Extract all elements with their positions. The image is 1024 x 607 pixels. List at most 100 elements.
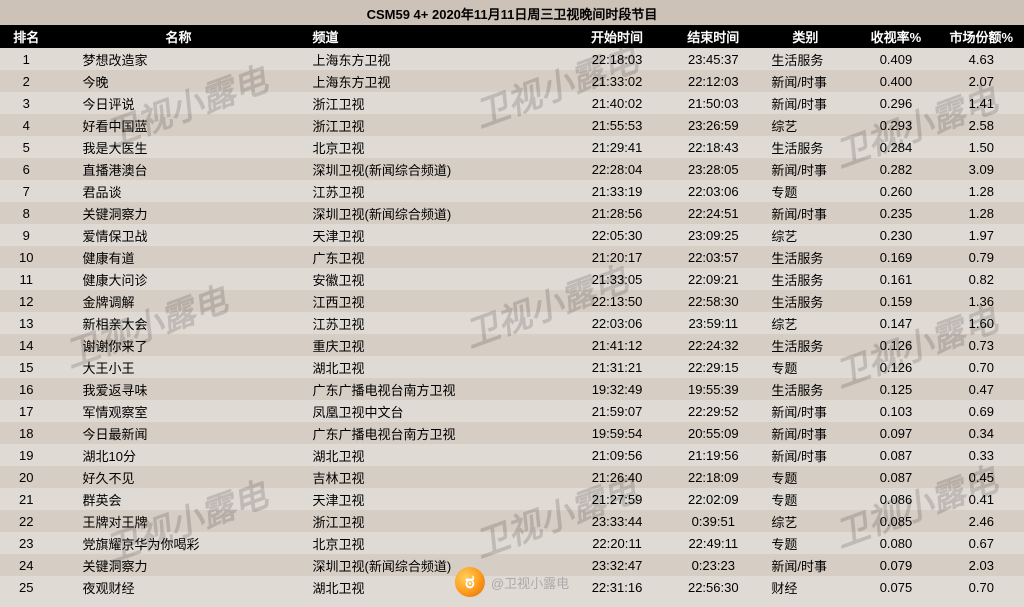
table-cell: 专题 <box>761 488 853 510</box>
table-cell: 0.147 <box>853 312 938 334</box>
table-cell: 0.69 <box>939 400 1024 422</box>
table-cell: 0.47 <box>939 378 1024 400</box>
table-cell: 0.080 <box>853 532 938 554</box>
table-cell: 0.79 <box>939 246 1024 268</box>
table-cell: 谢谢你来了 <box>53 334 309 356</box>
table-row: 4好看中国蓝浙江卫视21:55:5323:26:59综艺0.2932.58 <box>0 114 1024 136</box>
table-cell: 22:49:11 <box>665 532 761 554</box>
col-header: 市场份额% <box>939 25 1024 48</box>
table-cell: 北京卫视 <box>309 532 569 554</box>
table-cell: 11 <box>0 268 53 290</box>
table-cell: 21:27:59 <box>569 488 665 510</box>
table-cell: 22:09:21 <box>665 268 761 290</box>
table-cell: 湖北10分 <box>53 444 309 466</box>
table-cell: 君品谈 <box>53 180 309 202</box>
table-cell: 专题 <box>761 180 853 202</box>
table-cell: 2.07 <box>939 70 1024 92</box>
table-cell: 新闻/时事 <box>761 202 853 224</box>
table-cell: 梦想改造家 <box>53 48 309 70</box>
table-cell: 综艺 <box>761 224 853 246</box>
table-cell: 18 <box>0 422 53 444</box>
table-cell: 3.09 <box>939 158 1024 180</box>
table-cell: 21:31:21 <box>569 356 665 378</box>
table-cell: 0.70 <box>939 356 1024 378</box>
table-cell: 4.63 <box>939 48 1024 70</box>
table-cell: 0.293 <box>853 114 938 136</box>
table-cell: 21:59:07 <box>569 400 665 422</box>
table-cell: 21:26:40 <box>569 466 665 488</box>
table-cell: 21:50:03 <box>665 92 761 114</box>
table-cell: 2.46 <box>939 510 1024 532</box>
table-cell: 19 <box>0 444 53 466</box>
table-cell: 直播港澳台 <box>53 158 309 180</box>
table-cell: 0.230 <box>853 224 938 246</box>
table-cell: 江苏卫视 <box>309 312 569 334</box>
table-row: 15大王小王湖北卫视21:31:2122:29:15专题0.1260.70 <box>0 356 1024 378</box>
table-cell: 0.126 <box>853 334 938 356</box>
table-cell: 生活服务 <box>761 378 853 400</box>
table-cell: 湖北卫视 <box>309 356 569 378</box>
table-cell: 22:29:15 <box>665 356 761 378</box>
table-cell: 新闻/时事 <box>761 444 853 466</box>
table-cell: 生活服务 <box>761 268 853 290</box>
table-cell: 22 <box>0 510 53 532</box>
table-cell: 好看中国蓝 <box>53 114 309 136</box>
table-cell: 0.079 <box>853 554 938 576</box>
table-cell: 21:19:56 <box>665 444 761 466</box>
table-cell: 今日最新闻 <box>53 422 309 444</box>
table-cell: 1 <box>0 48 53 70</box>
table-cell: 22:28:04 <box>569 158 665 180</box>
table-cell: 新闻/时事 <box>761 400 853 422</box>
table-cell: 0.45 <box>939 466 1024 488</box>
table-cell: 9 <box>0 224 53 246</box>
table-cell: 19:32:49 <box>569 378 665 400</box>
table-cell: 22:02:09 <box>665 488 761 510</box>
table-cell: 0.235 <box>853 202 938 224</box>
table-cell: 我爱返寻味 <box>53 378 309 400</box>
table-cell: 新闻/时事 <box>761 70 853 92</box>
table-cell: 15 <box>0 356 53 378</box>
table-row: 3今日评说浙江卫视21:40:0221:50:03新闻/时事0.2961.41 <box>0 92 1024 114</box>
table-row: 13新相亲大会江苏卫视22:03:0623:59:11综艺0.1471.60 <box>0 312 1024 334</box>
table-row: 6直播港澳台深圳卫视(新闻综合频道)22:28:0423:28:05新闻/时事0… <box>0 158 1024 180</box>
table-cell: 12 <box>0 290 53 312</box>
table-cell: 20:55:09 <box>665 422 761 444</box>
table-row: 23党旗耀京华为你喝彩北京卫视22:20:1122:49:11专题0.0800.… <box>0 532 1024 554</box>
table-cell: 金牌调解 <box>53 290 309 312</box>
table-cell: 0.41 <box>939 488 1024 510</box>
table-cell: 10 <box>0 246 53 268</box>
table-cell: 深圳卫视(新闻综合频道) <box>309 202 569 224</box>
table-cell: 22:03:06 <box>569 312 665 334</box>
table-cell: 21:09:56 <box>569 444 665 466</box>
table-cell: 22:03:57 <box>665 246 761 268</box>
table-row: 19湖北10分湖北卫视21:09:5621:19:56新闻/时事0.0870.3… <box>0 444 1024 466</box>
table-row: 10健康有道广东卫视21:20:1722:03:57生活服务0.1690.79 <box>0 246 1024 268</box>
table-cell: 13 <box>0 312 53 334</box>
table-cell: 22:18:43 <box>665 136 761 158</box>
table-cell: 21:55:53 <box>569 114 665 136</box>
table-cell: 新相亲大会 <box>53 312 309 334</box>
table-cell: 0.284 <box>853 136 938 158</box>
table-cell: 新闻/时事 <box>761 422 853 444</box>
table-cell: 2 <box>0 70 53 92</box>
table-cell: 今日评说 <box>53 92 309 114</box>
table-cell: 夜观财经 <box>53 576 309 598</box>
table-cell: 深圳卫视(新闻综合频道) <box>309 554 569 576</box>
table-cell: 24 <box>0 554 53 576</box>
table-cell: 0:23:23 <box>665 554 761 576</box>
table-cell: 我是大医生 <box>53 136 309 158</box>
table-cell: 0.085 <box>853 510 938 532</box>
table-cell: 23 <box>0 532 53 554</box>
table-row: 24关键洞察力深圳卫视(新闻综合频道)23:32:470:23:23新闻/时事0… <box>0 554 1024 576</box>
table-cell: 14 <box>0 334 53 356</box>
table-cell: 23:33:44 <box>569 510 665 532</box>
table-cell: 专题 <box>761 532 853 554</box>
table-cell: 19:55:39 <box>665 378 761 400</box>
table-cell: 22:18:09 <box>665 466 761 488</box>
table-cell: 21:41:12 <box>569 334 665 356</box>
table-cell: 浙江卫视 <box>309 92 569 114</box>
table-cell: 生活服务 <box>761 290 853 312</box>
table-cell: 0.33 <box>939 444 1024 466</box>
table-cell: 21:33:05 <box>569 268 665 290</box>
table-cell: 21:40:02 <box>569 92 665 114</box>
